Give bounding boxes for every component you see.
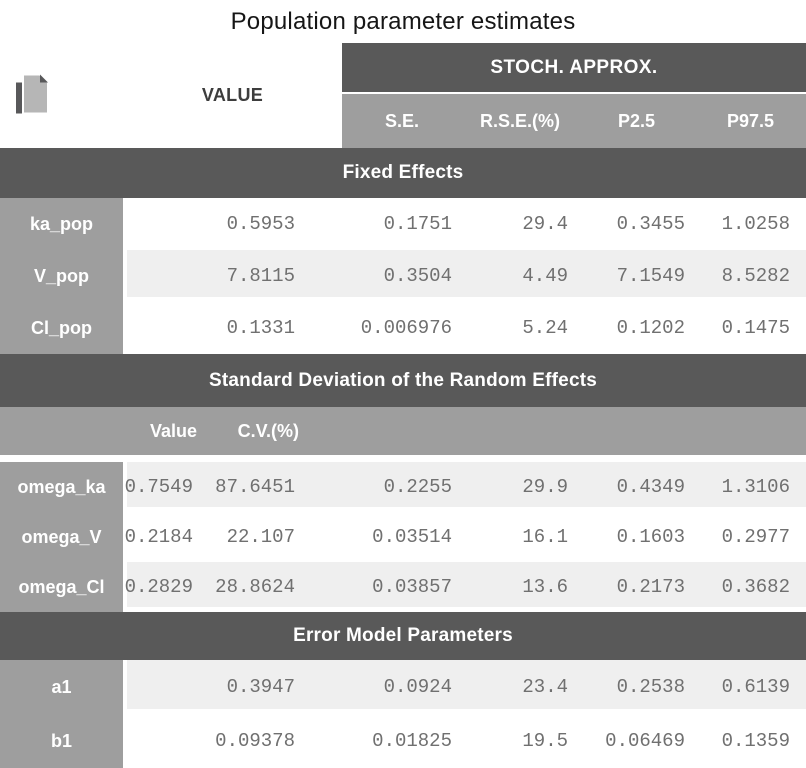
cell-value: 0.1331 [127, 302, 305, 354]
column-header-value: VALUE [201, 85, 264, 105]
table-row: V_pop 7.8115 0.3504 4.49 7.1549 8.5282 [0, 250, 806, 302]
cell-cv: 28.8624 [203, 562, 305, 612]
cell-rse: 19.5 [462, 714, 578, 768]
page-title: Population parameter estimates [230, 7, 576, 35]
cell-p975: 0.1359 [695, 714, 806, 768]
row-label: Cl_pop [0, 302, 127, 354]
cell-rse: 29.4 [462, 198, 578, 250]
cell-se: 0.2255 [305, 462, 462, 512]
column-header-rse: R.S.E.(%) [479, 110, 560, 131]
cell-value: 0.09378 [127, 714, 305, 768]
cell-p25: 0.1202 [578, 302, 695, 354]
row-label: a1 [0, 660, 127, 714]
cell-cv: 22.107 [203, 512, 305, 562]
cell-p25: 0.4349 [578, 462, 695, 512]
row-label: ka_pop [0, 198, 127, 250]
column-header-se: S.E. [384, 110, 419, 131]
table-row: ka_pop 0.5953 0.1751 29.4 0.3455 1.0258 [0, 198, 806, 250]
table-row: omega_ka 0.7549 87.6451 0.2255 29.9 0.43… [0, 462, 806, 512]
copy-icon[interactable] [15, 72, 49, 119]
cell-se: 0.03857 [305, 562, 462, 612]
row-label: omega_Cl [0, 562, 127, 612]
row-label: V_pop [0, 250, 127, 302]
cell-value: 7.8115 [127, 250, 305, 302]
cell-p25: 0.06469 [578, 714, 695, 768]
section-header-fixed-effects: Fixed Effects [0, 148, 806, 198]
cell-value: 0.5953 [127, 198, 305, 250]
section-header-random-effects: Standard Deviation of the Random Effects [0, 354, 806, 407]
cell-se: 0.0924 [305, 660, 462, 714]
cell-se: 0.03514 [305, 512, 462, 562]
stoch-subheaders: S.E. R.S.E.(%) P2.5 P97.5 [342, 92, 806, 148]
cell-rse: 23.4 [462, 660, 578, 714]
header-left: VALUE [0, 43, 342, 148]
divider [0, 455, 806, 462]
table-header: VALUE STOCH. APPROX. S.E. R.S.E.(%) P2.5… [0, 43, 806, 148]
cell-value: 0.7549 [125, 462, 203, 512]
cell-p25: 0.1603 [578, 512, 695, 562]
table-row: omega_Cl 0.2829 28.8624 0.03857 13.6 0.2… [0, 562, 806, 612]
header-right: STOCH. APPROX. S.E. R.S.E.(%) P2.5 P97.5 [342, 43, 806, 148]
cell-rse: 4.49 [462, 250, 578, 302]
cell-p25: 0.3455 [578, 198, 695, 250]
row-label: omega_V [0, 512, 127, 562]
cell-se: 0.3504 [305, 250, 462, 302]
subheader-spacer [0, 407, 127, 455]
sd-subheader-row: Value C.V.(%) [0, 407, 806, 455]
cell-value: 0.3947 [127, 660, 305, 714]
cell-p975: 0.1475 [695, 302, 806, 354]
row-label: omega_ka [0, 462, 127, 512]
cell-se: 0.1751 [305, 198, 462, 250]
cell-cv: 87.6451 [203, 462, 305, 512]
column-group-header-stoch-approx: STOCH. APPROX. [342, 43, 806, 92]
cell-p975: 0.2977 [695, 512, 806, 562]
table-row: Cl_pop 0.1331 0.006976 5.24 0.1202 0.147… [0, 302, 806, 354]
table-row: omega_V 0.2184 22.107 0.03514 16.1 0.160… [0, 512, 806, 562]
cell-p975: 0.3682 [695, 562, 806, 612]
cell-rse: 5.24 [462, 302, 578, 354]
table-row: b1 0.09378 0.01825 19.5 0.06469 0.1359 [0, 714, 806, 768]
section-header-error-model: Error Model Parameters [0, 612, 806, 660]
column-header-p975: P97.5 [726, 110, 775, 131]
cell-p975: 1.0258 [695, 198, 806, 250]
cell-p975: 0.6139 [695, 660, 806, 714]
cell-rse: 29.9 [462, 462, 578, 512]
cell-se: 0.006976 [305, 302, 462, 354]
cell-p975: 1.3106 [695, 462, 806, 512]
column-header-cv: C.V.(%) [237, 420, 299, 441]
cell-p975: 8.5282 [695, 250, 806, 302]
cell-p25: 0.2538 [578, 660, 695, 714]
cell-p25: 7.1549 [578, 250, 695, 302]
cell-rse: 13.6 [462, 562, 578, 612]
cell-p25: 0.2173 [578, 562, 695, 612]
cell-se: 0.01825 [305, 714, 462, 768]
column-header-sd-value: Value [149, 420, 197, 441]
cell-rse: 16.1 [462, 512, 578, 562]
cell-value: 0.2184 [125, 512, 203, 562]
row-label: b1 [0, 714, 127, 768]
column-header-p25: P2.5 [617, 110, 656, 131]
cell-value: 0.2829 [125, 562, 203, 612]
table-row: a1 0.3947 0.0924 23.4 0.2538 0.6139 [0, 660, 806, 714]
